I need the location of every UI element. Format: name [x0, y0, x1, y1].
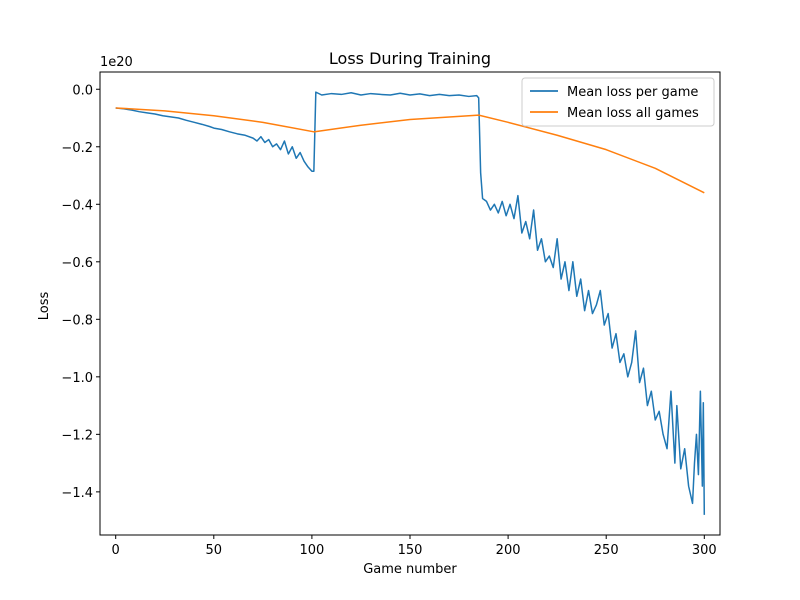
x-tick-label: 300: [692, 543, 717, 558]
y-tick-label: −0.2: [61, 141, 93, 156]
series-line-2: [115, 107, 705, 194]
x-axis-label: Game number: [363, 562, 457, 577]
y-tick-label: −1.0: [61, 371, 93, 386]
y-tick-label: −1.4: [61, 486, 93, 501]
chart-title: Loss During Training: [329, 49, 491, 68]
x-tick-label: 250: [594, 543, 619, 558]
y-tick-label: −1.2: [61, 428, 93, 443]
y-offset-text: 1e20: [100, 55, 133, 70]
legend-box: [521, 77, 715, 127]
series-line-1: [115, 91, 706, 515]
y-axis-label: Loss: [37, 292, 52, 321]
y-tick-label: 0.0: [72, 83, 93, 98]
y-tick-label: −0.8: [61, 313, 93, 328]
x-tick-label: 150: [398, 543, 423, 558]
x-tick-label: 100: [299, 543, 324, 558]
x-tick-label: 50: [206, 543, 223, 558]
legend-entry-1: Mean loss per game: [567, 85, 698, 100]
x-tick-label: 0: [112, 543, 120, 558]
y-tick-label: −0.6: [61, 256, 93, 271]
x-tick-label: 200: [496, 543, 521, 558]
legend-entry-2: Mean loss all games: [567, 106, 699, 121]
y-tick-label: −0.4: [61, 198, 93, 213]
